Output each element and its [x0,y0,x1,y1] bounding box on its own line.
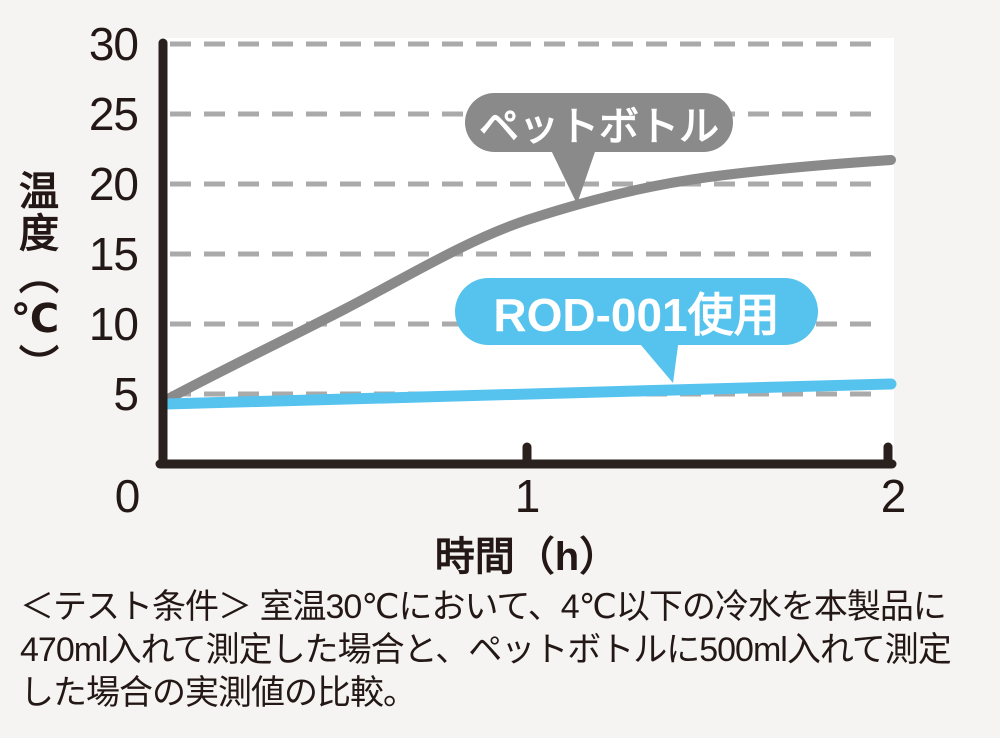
axes [155,38,897,469]
y-tick-label-10: 10 [88,298,139,350]
x-tick-label-1: 1 [514,470,541,522]
y-tick-label-5: 5 [113,368,139,420]
y-tick-label-15: 15 [88,228,139,280]
test-conditions-line-3: した場合の実測値の比較。 [20,674,417,712]
test-conditions-note: ＜テスト条件＞ 室温30℃において、4℃以下の冷水を本製品に 470ml入れて測… [20,586,995,715]
rod001-line [160,378,897,410]
rod001-callout-tail [635,338,679,383]
test-conditions-line-2: 470ml入れて測定した場合と、ペットボトルに500ml入れて測定 [20,631,952,669]
x-axis-title: 時間（h） [434,535,620,579]
y-tick-label-20: 20 [88,158,139,210]
x-tick-label-2: 2 [880,470,907,522]
y-tick-label-30: 30 [88,18,139,70]
rod001-callout: ROD-001使用 [455,278,818,345]
x-tick-label-0: 0 [114,470,141,522]
pet-bottle-callout-tail [549,146,597,204]
rod001-callout-label: ROD-001使用 [493,288,780,341]
pet-bottle-callout: ペットボトル [465,93,733,152]
pet-bottle-callout-label: ペットボトル [479,104,719,149]
y-tick-label-25: 25 [88,88,139,140]
test-conditions-line-1: ＜テスト条件＞ 室温30℃において、4℃以下の冷水を本製品に [20,588,947,626]
y-axis-title: 温度（℃） [13,170,57,386]
pet-bottle-line [161,155,896,405]
